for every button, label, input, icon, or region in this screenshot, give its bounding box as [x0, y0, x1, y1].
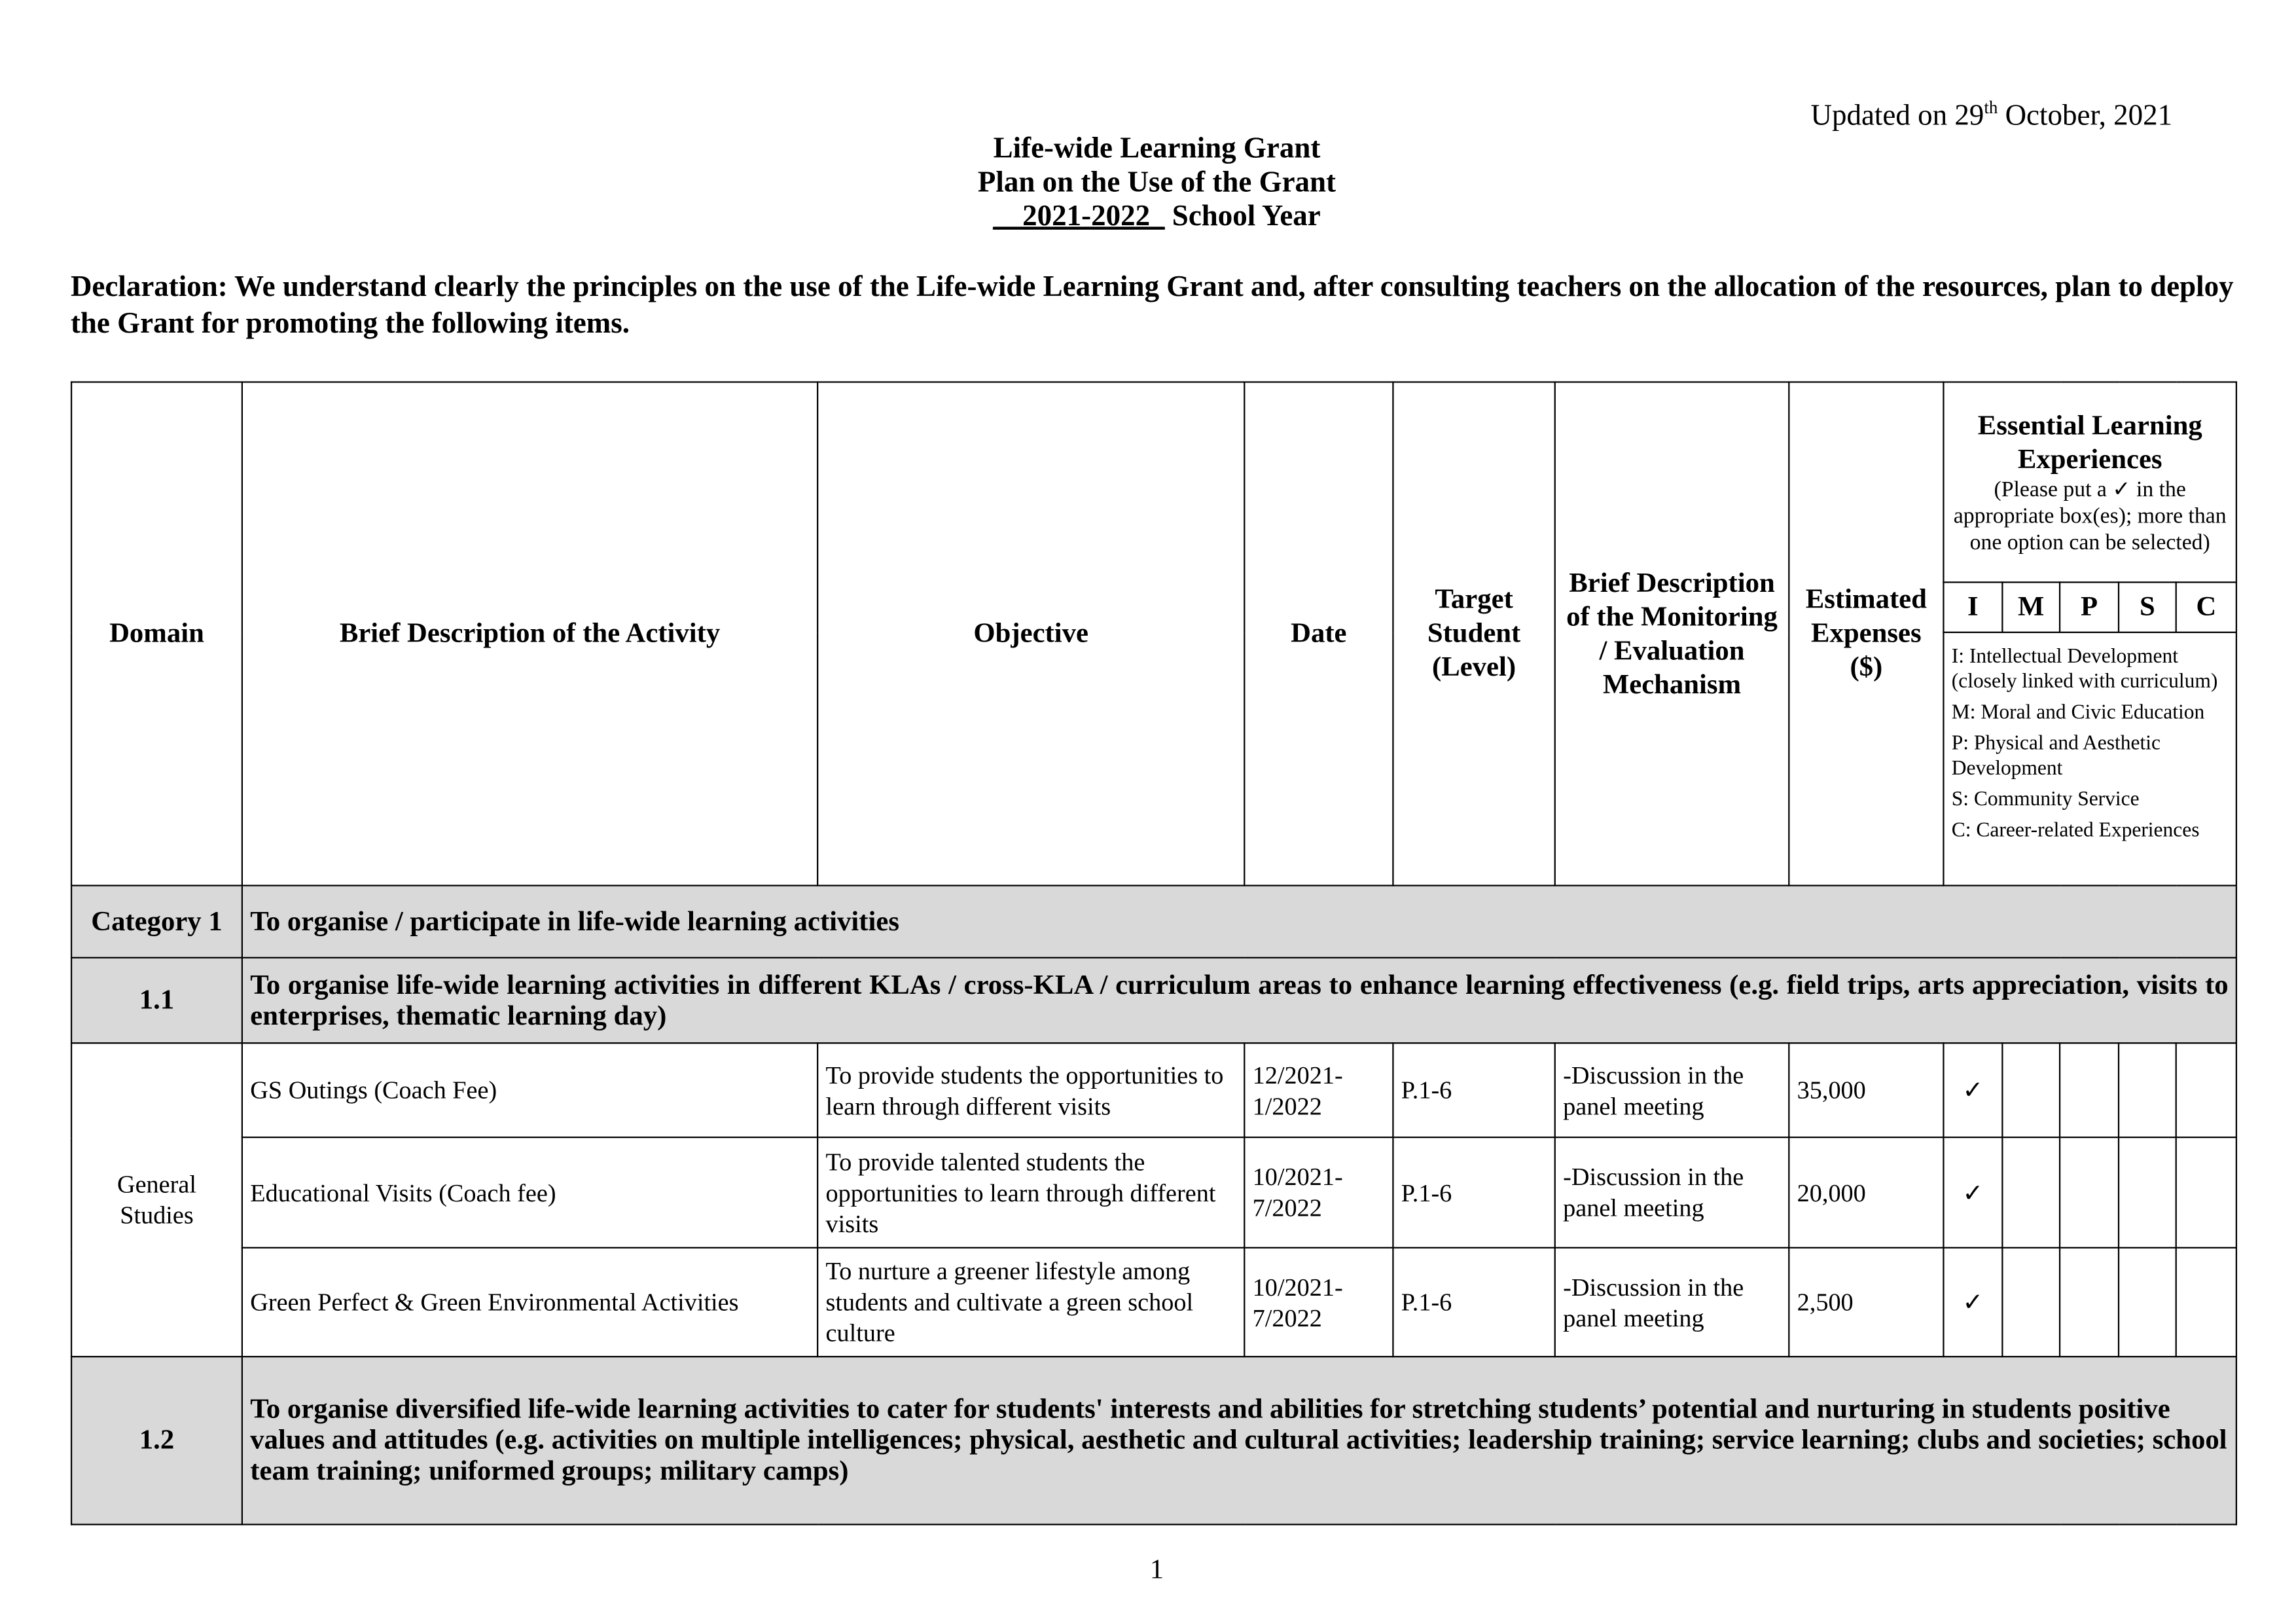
ele-col-c: C: [2175, 581, 2238, 633]
header-expenses: Estimated Expenses ($): [1788, 381, 1945, 886]
header-monitoring: Brief Description of the Monitoring / Ev…: [1554, 381, 1790, 886]
section-row-1-2: 1.2 To organise diversified life-wide le…: [70, 1356, 2238, 1525]
check-i: ✓: [1943, 1136, 2003, 1249]
grant-plan-table: Domain Brief Description of the Activity…: [70, 381, 2238, 1525]
header-date: Date: [1244, 381, 1394, 886]
check-i: ✓: [1943, 1247, 2003, 1358]
ele-col-p: P: [2058, 581, 2120, 633]
header-target: Target Student (Level): [1392, 381, 1556, 886]
page-number: 1: [1149, 1554, 1164, 1586]
header-row: Domain Brief Description of the Activity…: [70, 381, 2238, 886]
declaration: Declaration: We understand clearly the p…: [70, 270, 2234, 340]
ele-col-s: S: [2117, 581, 2177, 633]
check-i: ✓: [1943, 1042, 2003, 1139]
header-activity: Brief Description of the Activity: [241, 381, 819, 886]
table-row: Green Perfect & Green Environmental Acti…: [71, 1247, 2238, 1358]
ele-col-i: I: [1943, 581, 2003, 633]
table-row: Educational Visits (Coach fee) To provid…: [71, 1136, 2238, 1249]
section-row-1-1: 1.1 To organise life-wide learning activ…: [70, 957, 2238, 1044]
header-domain: Domain: [70, 381, 243, 886]
table-row: General Studies GS Outings (Coach Fee) T…: [70, 1042, 2238, 1358]
updated-date: Updated on 29th October, 2021: [1810, 97, 2173, 132]
ele-legend: I: Intellectual Development (closely lin…: [1943, 631, 2238, 886]
header-objective: Objective: [817, 381, 1246, 886]
ele-col-m: M: [2001, 581, 2061, 633]
document-title: Life-wide Learning Grant Plan on the Use…: [977, 132, 1336, 233]
domain-cell: General Studies: [70, 1042, 243, 1358]
category-row: Category 1 To organise / participate in …: [70, 884, 2238, 958]
header-ele: Essential Learning Experiences (Please p…: [1943, 381, 2238, 583]
